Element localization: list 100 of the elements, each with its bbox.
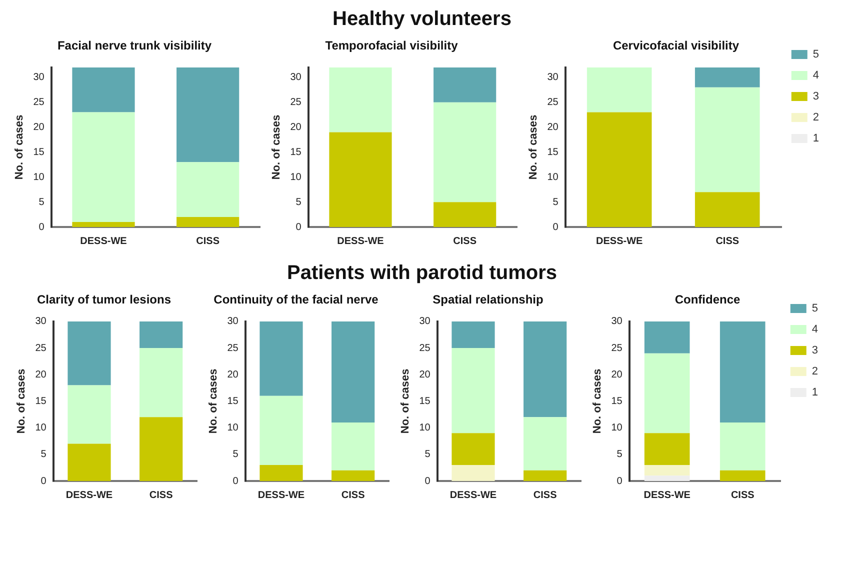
y-tick-label: 5 — [616, 449, 622, 460]
y-tick-label: 20 — [33, 122, 45, 133]
bar — [67, 444, 110, 481]
y-tick-label: 25 — [34, 342, 46, 354]
y-tick-label: 15 — [34, 396, 46, 407]
bar — [694, 67, 760, 88]
bar — [434, 102, 496, 202]
bar — [72, 67, 135, 112]
y-tick-label: 5 — [232, 449, 238, 460]
bar — [644, 476, 690, 481]
y-tick-label: 20 — [34, 369, 46, 380]
chart-title: Temporofacial visibility — [325, 38, 458, 53]
bar — [331, 470, 374, 481]
bar — [67, 385, 110, 444]
y-tick-label: 20 — [610, 369, 622, 380]
bar — [72, 222, 135, 227]
y-tick-label: 5 — [38, 196, 45, 208]
y-axis-title: No. of cases — [14, 114, 26, 180]
y-axis-title: No. of cases — [207, 368, 220, 434]
text: Healthy volunteers — [332, 8, 512, 31]
bar — [451, 348, 494, 434]
chart-title: Clarity of tumor lesions — [36, 292, 171, 307]
y-tick-label: 20 — [418, 369, 430, 380]
y-tick-label: 0 — [296, 222, 302, 233]
x-tick-label: CISS — [453, 236, 477, 247]
y-tick-label: 5 — [552, 196, 559, 208]
bar — [644, 353, 690, 434]
bar — [72, 112, 135, 222]
bar — [719, 470, 765, 481]
y-tick-label: 25 — [547, 97, 559, 108]
bar — [176, 162, 240, 218]
bar — [451, 433, 494, 466]
bar — [259, 396, 302, 466]
bar — [176, 67, 240, 162]
bar — [586, 112, 652, 227]
y-tick-label: 15 — [547, 146, 559, 158]
bar — [331, 422, 374, 470]
chart-title: Cervicofacial visibility — [612, 38, 740, 53]
legend-label: 1 — [812, 132, 820, 145]
x-tick-label: DESS-WE — [337, 236, 384, 247]
y-tick-label: 10 — [547, 172, 559, 183]
y-tick-label: 25 — [290, 97, 302, 108]
bar — [719, 422, 765, 470]
y-tick-label: 25 — [610, 342, 622, 354]
x-tick-label: CISS — [716, 236, 740, 247]
x-tick-label: DESS-WE — [449, 490, 496, 501]
bar — [523, 321, 566, 418]
bar — [139, 321, 182, 348]
y-tick-label: 0 — [232, 476, 238, 487]
bar — [644, 321, 690, 354]
bar — [331, 321, 374, 422]
legend-label: 4 — [811, 324, 818, 336]
bar — [67, 321, 110, 386]
y-tick-label: 20 — [290, 122, 302, 133]
y-tick-label: 10 — [290, 172, 302, 183]
bar — [139, 348, 182, 418]
y-tick-label: 15 — [226, 396, 238, 407]
y-tick-label: 30 — [34, 316, 46, 328]
y-tick-label: 10 — [33, 172, 45, 183]
y-tick-label: 30 — [547, 72, 559, 84]
chart-title: Continuity of the facial nerve — [213, 292, 378, 307]
y-axis-title: No. of cases — [270, 114, 283, 180]
legend-label: 3 — [812, 90, 820, 103]
bar — [644, 465, 690, 476]
y-tick-label: 25 — [226, 342, 238, 354]
y-tick-label: 30 — [226, 316, 238, 328]
y-tick-label: 20 — [547, 122, 559, 133]
x-tick-label: DESS-WE — [257, 490, 304, 501]
y-tick-label: 15 — [610, 396, 622, 407]
x-tick-label: DESS-WE — [596, 236, 643, 247]
bar — [259, 321, 302, 396]
y-tick-label: 20 — [226, 369, 238, 380]
x-tick-label: CISS — [730, 490, 754, 501]
bar — [176, 217, 240, 227]
y-tick-label: 0 — [552, 222, 559, 233]
y-axis-title: No. of cases — [591, 368, 604, 434]
bar — [719, 321, 765, 422]
y-tick-label: 0 — [40, 476, 46, 487]
chart-title: Spatial relationship — [432, 292, 543, 307]
y-tick-label: 5 — [40, 449, 46, 460]
legend-label: 1 — [811, 386, 818, 399]
y-tick-label: 30 — [418, 316, 430, 328]
legend-label: 2 — [811, 366, 818, 378]
y-tick-label: 10 — [226, 422, 238, 434]
y-tick-label: 15 — [418, 396, 430, 407]
bar — [259, 465, 302, 481]
bar — [451, 465, 494, 481]
y-tick-label: 15 — [33, 146, 45, 158]
bar — [694, 87, 760, 192]
y-tick-label: 25 — [418, 342, 430, 354]
legend-label: 3 — [811, 344, 818, 357]
y-tick-label: 5 — [296, 196, 302, 208]
bar — [329, 67, 392, 132]
legend-label: 2 — [812, 112, 820, 124]
bar — [644, 433, 690, 466]
bar — [451, 321, 494, 348]
y-tick-label: 30 — [290, 72, 302, 84]
y-tick-label: 10 — [34, 422, 46, 434]
y-tick-label: 15 — [290, 146, 302, 158]
x-tick-label: DESS-WE — [80, 236, 128, 247]
